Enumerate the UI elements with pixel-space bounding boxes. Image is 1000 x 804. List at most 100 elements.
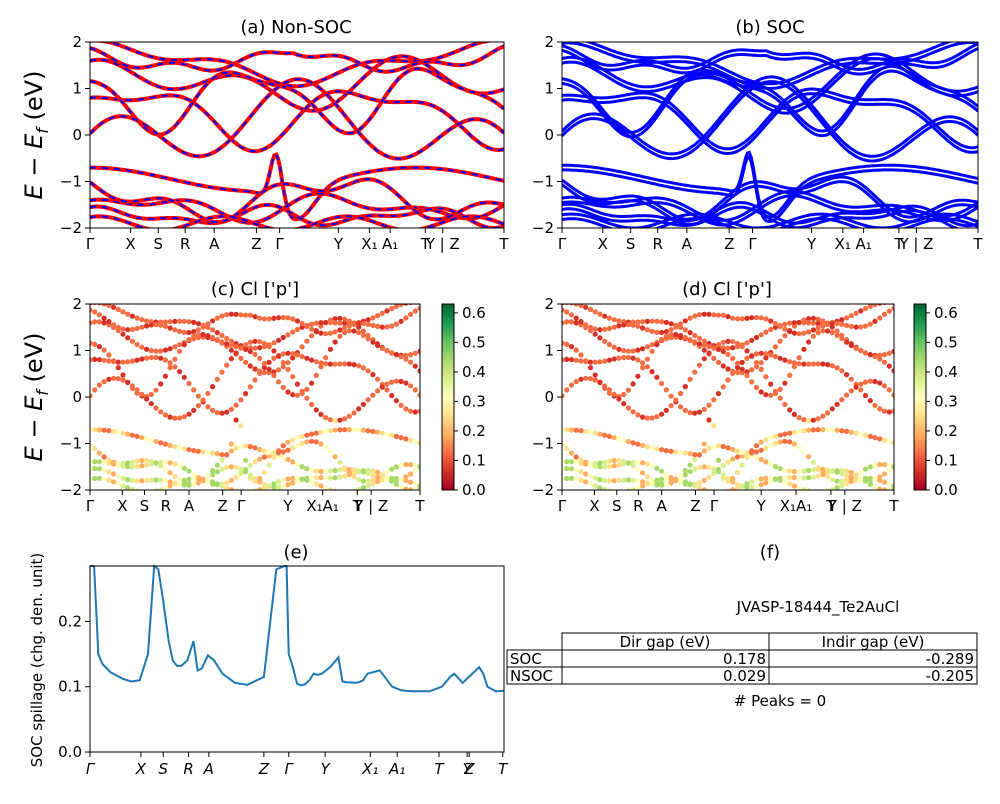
band-point xyxy=(238,466,244,472)
band-point xyxy=(318,364,324,370)
band-point xyxy=(177,318,183,324)
band-point xyxy=(210,334,216,341)
band-point xyxy=(134,488,140,490)
band-point xyxy=(796,428,802,434)
band-point xyxy=(195,475,201,481)
band-point xyxy=(167,442,173,448)
band-point xyxy=(607,488,612,490)
y-tick-label: 1 xyxy=(72,342,82,360)
band-point xyxy=(753,483,760,489)
band-point xyxy=(749,353,755,359)
band-point xyxy=(801,417,807,423)
band-point xyxy=(181,342,187,348)
band-point xyxy=(881,462,888,468)
band-point xyxy=(578,477,584,483)
band-point xyxy=(659,336,665,343)
band-point xyxy=(801,320,807,326)
band-point xyxy=(280,449,286,455)
band-point xyxy=(787,481,793,487)
band-point xyxy=(365,478,371,484)
band-point xyxy=(839,321,845,327)
band-point xyxy=(125,485,131,490)
band-point xyxy=(360,365,366,371)
band-point xyxy=(777,386,783,392)
band-point xyxy=(252,366,258,372)
band-point xyxy=(408,471,414,477)
band-point xyxy=(356,321,362,327)
band-point xyxy=(772,324,779,330)
band-point xyxy=(120,309,126,315)
band-point xyxy=(323,361,329,367)
band-point xyxy=(360,478,366,484)
band-point xyxy=(801,448,807,455)
band-point xyxy=(313,329,319,335)
band-point xyxy=(867,475,873,482)
band-point xyxy=(96,466,102,472)
band-point xyxy=(568,319,575,325)
band-point xyxy=(129,477,135,484)
band-point xyxy=(90,459,93,465)
band-point xyxy=(129,326,135,332)
band-point xyxy=(815,473,821,479)
band-point xyxy=(115,429,121,435)
band-point xyxy=(616,436,622,442)
band-point xyxy=(877,461,883,468)
band-point xyxy=(872,484,878,490)
band-point xyxy=(682,334,688,341)
band-point xyxy=(365,321,371,327)
band-point xyxy=(877,304,883,306)
band-point xyxy=(853,384,859,390)
band-point xyxy=(172,327,178,333)
band-point xyxy=(181,329,187,335)
band-point xyxy=(673,476,679,482)
band-point xyxy=(125,311,131,317)
band-point xyxy=(616,457,622,463)
band-point xyxy=(820,427,826,433)
band-point xyxy=(337,333,343,339)
x-tick-label: X₁ xyxy=(835,235,851,253)
band-point xyxy=(758,315,764,321)
band-point xyxy=(389,379,395,385)
band-point xyxy=(858,324,864,330)
y-tick-label: 1 xyxy=(544,80,554,98)
band-point xyxy=(365,397,371,403)
colorbar-tick-label: 0.0 xyxy=(934,481,958,499)
band-point xyxy=(167,414,173,420)
band-point xyxy=(668,393,674,399)
band-point xyxy=(261,469,267,476)
band-point xyxy=(412,462,418,468)
band-point xyxy=(290,459,296,465)
band-point xyxy=(158,355,164,361)
band-point xyxy=(621,477,627,483)
band-line-soc-overlay xyxy=(90,55,504,112)
band-point xyxy=(233,445,239,451)
band-point xyxy=(158,463,164,469)
band-point xyxy=(398,484,404,490)
band-line-nonsoc xyxy=(90,89,504,154)
band-point xyxy=(332,361,338,367)
band-point xyxy=(806,316,812,322)
band-point xyxy=(96,382,102,388)
band-point xyxy=(144,436,150,442)
band-point xyxy=(393,321,399,327)
band-point xyxy=(393,378,399,384)
band-point xyxy=(186,476,192,482)
band-point xyxy=(568,382,575,388)
band-point xyxy=(730,370,736,376)
x-tick-label: Z xyxy=(463,760,475,778)
band-point xyxy=(687,451,693,457)
band-point xyxy=(332,418,338,424)
band-point xyxy=(111,471,117,477)
band-point xyxy=(834,427,840,433)
band-point xyxy=(375,388,381,394)
band-point xyxy=(337,417,343,423)
band-point xyxy=(848,388,854,394)
band-point xyxy=(739,344,745,350)
band-point xyxy=(309,401,315,408)
colorbar-d: 0.6 0.5 0.4 0.3 0.2 0.1 0.0 xyxy=(913,303,958,499)
band-point xyxy=(886,409,892,415)
band-point xyxy=(829,469,835,475)
band-lines xyxy=(90,42,504,228)
band-point xyxy=(125,477,131,483)
band-point xyxy=(606,357,613,363)
